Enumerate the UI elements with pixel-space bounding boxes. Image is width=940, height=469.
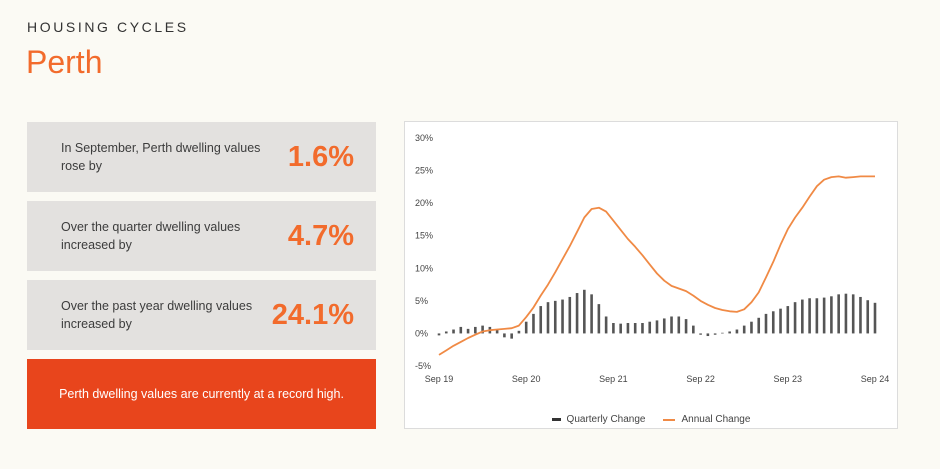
quarterly-change-bar: [503, 333, 506, 338]
housing-cycle-chart: 30% 25% 20% 15% 10% 5% 0% -5% Sep 19 Sep 20 Sep 21…: [404, 121, 898, 429]
quarterly-change-bar: [757, 317, 761, 334]
quarterly-change-bar: [801, 299, 804, 334]
stat-card-quarterly: Over the quarter dwelling values increas…: [27, 201, 376, 271]
quarterly-change-bar: [561, 299, 564, 334]
x-tick-label: Sep 19: [425, 374, 454, 384]
quarterly-change-bar: [837, 294, 840, 334]
quarterly-change-bar: [655, 320, 659, 334]
chart-canvas: 30% 25% 20% 15% 10% 5% 0% -5% Sep 19 Sep 20 Sep 21…: [415, 133, 890, 384]
quarterly-change-bar: [662, 318, 666, 334]
quarterly-change-bar: [670, 316, 673, 334]
y-tick-label: -5%: [415, 361, 431, 371]
quarterly-change-bar: [866, 300, 870, 334]
quarterly-change-bar: [692, 325, 695, 334]
quarterly-change-bar: [495, 329, 499, 334]
quarterly-change-bar: [822, 297, 826, 334]
y-tick-label: 25%: [415, 166, 433, 176]
quarterly-change-bar: [851, 294, 855, 334]
quarterly-change-bar: [728, 331, 731, 334]
quarterly-change-bar: [706, 333, 710, 337]
x-tick-label: Sep 22: [686, 374, 715, 384]
quarterly-change-bar: [604, 316, 608, 334]
quarterly-change-bar: [474, 326, 477, 334]
quarterly-change-bar: [517, 330, 521, 334]
quarterly-change-bar: [771, 311, 775, 334]
annual-change-line: [438, 175, 875, 356]
quarterly-change-bar: [873, 302, 877, 334]
quarterly-change-bar: [510, 333, 513, 339]
quarterly-change-bar: [648, 321, 652, 334]
quarterly-change-bar: [786, 306, 790, 334]
quarterly-change-bar: [575, 293, 579, 334]
stat-card-monthly: In September, Perth dwelling values rose…: [27, 122, 376, 192]
legend-bar-swatch: [551, 418, 561, 421]
quarterly-change-bar: [742, 325, 746, 334]
y-tick-label: 30%: [415, 133, 433, 143]
quarterly-change-bar: [735, 329, 739, 334]
stat-monthly-value: 1.6%: [287, 140, 354, 173]
legend-quarterly: Quarterly Change: [551, 414, 646, 425]
legend-quarterly-label: Quarterly Change: [566, 414, 646, 425]
x-tick-label: Sep 23: [774, 374, 803, 384]
section-eyebrow: HOUSING CYCLES: [27, 19, 189, 35]
y-tick-label: 10%: [415, 263, 433, 273]
stat-card-annual: Over the past year dwelling values incre…: [27, 280, 376, 350]
y-tick-label: 5%: [415, 296, 428, 306]
quarterly-change-bar: [590, 294, 593, 334]
stat-quarterly-text: Over the quarter dwelling values increas…: [61, 220, 241, 252]
quarterly-change-bar: [844, 293, 848, 334]
quarterly-change-bar: [437, 333, 441, 336]
quarterly-change-bar: [481, 325, 484, 334]
page-title: Perth: [26, 44, 103, 80]
quarterly-change-bar: [830, 296, 833, 334]
quarterly-change-bar: [597, 304, 601, 334]
x-tick-label: Sep 24: [861, 374, 890, 384]
quarterly-change-bar: [466, 328, 470, 334]
quarterly-change-bar: [684, 319, 688, 334]
y-tick-label: 20%: [415, 198, 433, 208]
quarterly-change-bar: [633, 323, 637, 334]
quarterly-change-bar: [568, 296, 572, 334]
quarterly-change-bar: [619, 323, 622, 334]
stat-quarterly-value: 4.7%: [287, 219, 354, 252]
quarterly-change-bar: [452, 329, 455, 334]
quarterly-change-bar: [532, 313, 535, 334]
legend-line-swatch: [663, 418, 676, 421]
quarterly-change-bar: [641, 323, 644, 334]
quarterly-change-bar: [546, 302, 550, 334]
quarterly-change-bar: [583, 289, 586, 334]
quarterly-change-bar: [459, 326, 463, 334]
legend-annual-label: Annual Change: [681, 414, 751, 425]
quarterly-change-bar: [612, 323, 615, 334]
record-high-callout: Perth dwelling values are currently at a…: [27, 359, 376, 429]
quarterly-change-bar: [779, 308, 782, 334]
quarterly-change-bar: [553, 300, 557, 334]
stat-monthly-text: In September, Perth dwelling values rose…: [61, 141, 261, 173]
quarterly-change-bar: [764, 313, 768, 334]
quarterly-change-bar: [444, 331, 448, 334]
x-tick-label: Sep 21: [599, 374, 628, 384]
quarterly-change-bar: [721, 332, 724, 334]
y-tick-label: 15%: [415, 231, 433, 241]
quarterly-change-bar: [859, 296, 862, 334]
quarterly-change-bar: [750, 321, 753, 334]
quarterly-change-bar: [713, 333, 717, 335]
x-tick-label: Sep 20: [512, 374, 541, 384]
y-tick-label: 0%: [415, 328, 428, 338]
quarterly-change-bar: [626, 323, 630, 334]
legend-annual: Annual Change: [663, 414, 750, 425]
quarterly-change-bar: [677, 316, 681, 334]
quarterly-change-bar: [539, 306, 543, 334]
quarterly-change-bar: [524, 321, 528, 334]
quarterly-change-bar: [808, 298, 811, 334]
quarterly-change-bar: [699, 333, 702, 335]
stat-annual-value: 24.1%: [271, 298, 354, 331]
chart-legend: Quarterly Change Annual Change: [405, 414, 897, 425]
quarterly-change-bar: [793, 302, 797, 334]
quarterly-change-bar: [815, 298, 819, 334]
stat-annual-text: Over the past year dwelling values incre…: [61, 299, 253, 331]
